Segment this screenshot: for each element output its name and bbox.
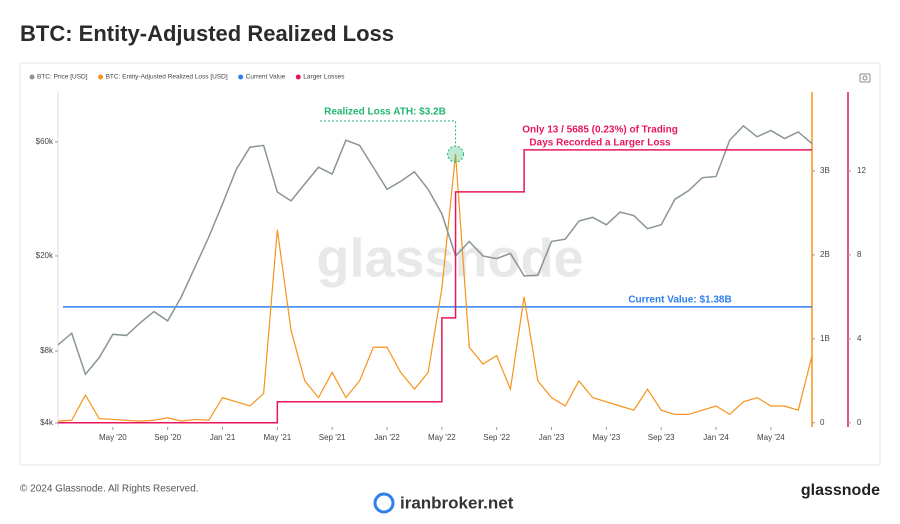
legend-swatch (238, 74, 244, 80)
annotation: Realized Loss ATH: $3.2B (324, 107, 446, 118)
series-line (57, 124, 813, 376)
x-tick-label: May '22 (428, 433, 456, 442)
series-line (57, 154, 813, 422)
legend-label: BTC: Price [USD] (37, 74, 88, 81)
x-tick-label: Sep '21 (319, 433, 346, 442)
y3-tick-label: 4 (857, 334, 862, 343)
x-tick-label: Sep '22 (483, 433, 510, 442)
legend-label: BTC: Entity-Adjusted Realized Loss [USD] (106, 74, 228, 81)
x-tick-label: Jan '21 (210, 433, 236, 442)
x-tick-label: May '24 (757, 433, 785, 442)
y-tick-label: $8k (40, 346, 54, 355)
x-tick-label: May '20 (99, 433, 127, 442)
legend-swatch (29, 74, 35, 80)
copyright: © 2024 Glassnode. All Rights Reserved. (20, 484, 199, 495)
ath-connector (320, 120, 457, 147)
x-tick-label: Jan '24 (703, 433, 729, 442)
legend-label: Larger Losses (303, 74, 345, 81)
legend-swatch (295, 74, 301, 80)
x-tick-label: Sep '20 (154, 433, 181, 442)
x-tick-label: Jan '22 (374, 433, 400, 442)
x-tick-label: May '23 (592, 433, 620, 442)
series-line (58, 149, 812, 424)
y2-tick-label: 3B (820, 166, 830, 175)
y2-tick-label: 0 (820, 418, 825, 427)
legend-swatch (98, 74, 104, 80)
x-tick-label: Sep '23 (648, 433, 675, 442)
y-tick-label: $20k (36, 251, 54, 260)
site-logo (373, 492, 395, 514)
x-tick-label: Jan '23 (539, 433, 565, 442)
y3-tick-label: 12 (857, 166, 866, 175)
annotation: Current Value: $1.38B (628, 295, 731, 306)
y3-tick-label: 8 (857, 250, 862, 259)
page-title: BTC: Entity-Adjusted Realized Loss (20, 21, 394, 46)
brand: glassnode (801, 482, 880, 499)
y2-tick-label: 2B (820, 250, 830, 259)
y3-tick-label: 0 (857, 418, 862, 427)
y-tick-label: $4k (40, 418, 54, 427)
chart-panel (19, 62, 881, 466)
annotation: Only 13 / 5685 (0.23%) of Trading (522, 125, 678, 136)
ath-marker (447, 145, 465, 163)
annotation: Days Recorded a Larger Loss (529, 138, 671, 149)
y-tick-label: $60k (36, 137, 54, 146)
y2-tick-label: 1B (820, 334, 830, 343)
x-tick-label: May '21 (263, 433, 291, 442)
legend-label: Current Value (246, 74, 286, 81)
camera-icon[interactable] (859, 73, 871, 83)
site-name: iranbroker.net (400, 493, 514, 512)
